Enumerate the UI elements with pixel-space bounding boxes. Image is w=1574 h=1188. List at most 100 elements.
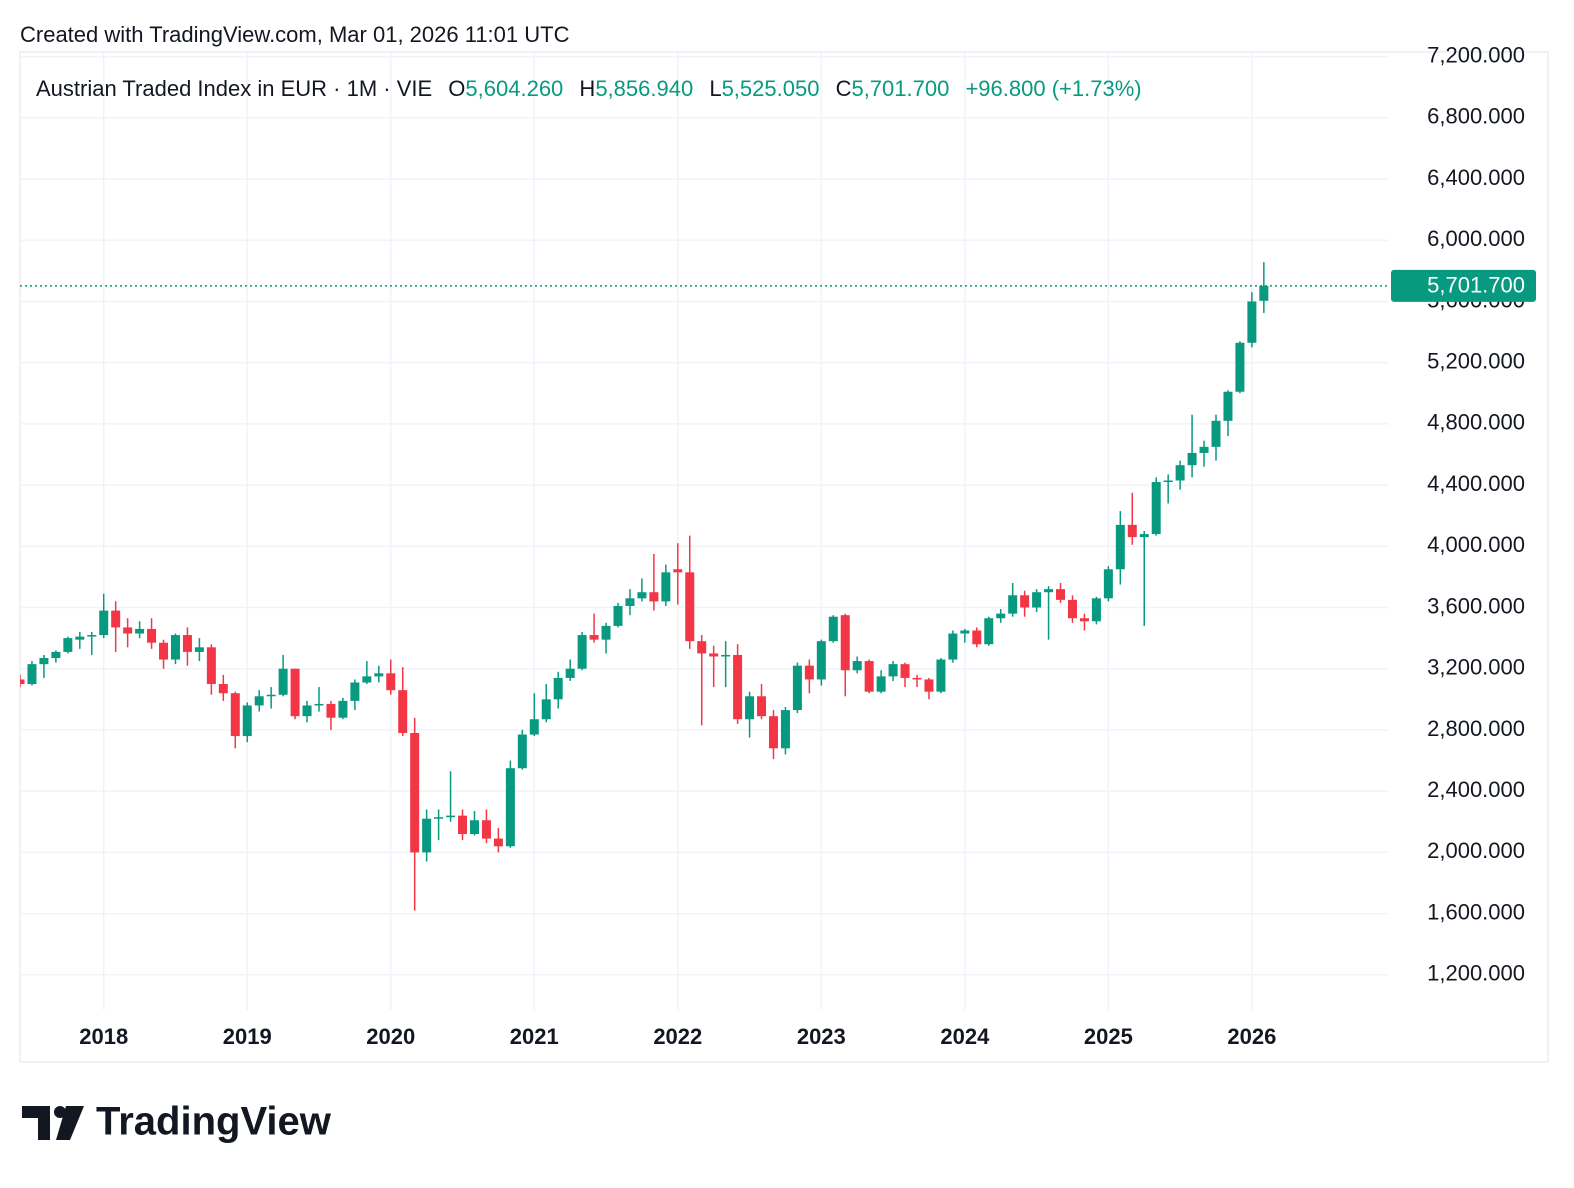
- ohlc-value: 5,701.700: [851, 76, 949, 101]
- x-tick-label: 2024: [940, 1024, 990, 1049]
- candle-body: [709, 653, 719, 657]
- candle-body: [577, 635, 587, 669]
- candle-body: [266, 694, 276, 697]
- candle-body: [1211, 420, 1221, 447]
- candle-body: [422, 818, 432, 853]
- candle-body: [99, 610, 109, 636]
- candle-body: [1008, 595, 1018, 614]
- candle-body: [768, 716, 778, 749]
- candle-body: [398, 690, 408, 734]
- candle-body: [147, 628, 157, 643]
- candle-body: [948, 633, 958, 660]
- y-tick-label: 7,200.000: [1427, 42, 1525, 67]
- candle-body: [314, 703, 324, 706]
- candle-body: [1127, 524, 1137, 538]
- candle-body: [553, 677, 563, 700]
- x-tick-label: 2020: [366, 1024, 415, 1049]
- ohlc-prefix: O: [448, 76, 465, 101]
- y-tick-label: 4,400.000: [1427, 471, 1525, 496]
- candle-body: [673, 569, 683, 573]
- candle-body: [745, 696, 755, 720]
- candle-body: [505, 768, 515, 847]
- candle-body: [338, 700, 348, 718]
- candle-body: [697, 641, 707, 654]
- candle-body: [900, 664, 910, 678]
- candle-body: [481, 820, 491, 839]
- candle-body: [1091, 598, 1101, 622]
- candle-body: [757, 696, 767, 717]
- candle-body: [625, 598, 635, 606]
- caption: Created with TradingView.com, Mar 01, 20…: [20, 22, 570, 47]
- candle-body: [1199, 446, 1209, 453]
- candle-body: [446, 815, 456, 818]
- candle-body: [828, 616, 838, 642]
- candle-body: [51, 651, 61, 659]
- ohlc-value: 5,856.940: [595, 76, 693, 101]
- y-tick-label: 1,600.000: [1427, 899, 1525, 924]
- candle-body: [242, 705, 252, 737]
- y-tick-label: 4,000.000: [1427, 532, 1525, 557]
- ohlc-prefix: L: [709, 76, 721, 101]
- x-tick-label: 2019: [223, 1024, 272, 1049]
- symbol: Austrian Traded Index in EUR · 1M · VIE: [36, 76, 432, 101]
- candle-body: [1056, 589, 1066, 600]
- change: +96.800: [965, 76, 1045, 101]
- candle-body: [864, 661, 874, 692]
- candle-body: [458, 815, 468, 835]
- y-tick-label: 1,200.000: [1427, 961, 1525, 986]
- logo-mark: [54, 1106, 66, 1118]
- price-tag: [1391, 269, 1536, 302]
- candle-body: [20, 679, 25, 685]
- candle-body: [362, 676, 372, 683]
- change-percent: (+1.73%): [1052, 76, 1142, 101]
- candle-body: [111, 610, 121, 628]
- candle-body: [852, 661, 862, 671]
- candle-body: [804, 665, 814, 680]
- grid: [20, 52, 1388, 1010]
- candle-body: [1103, 569, 1113, 599]
- candles: [20, 262, 1388, 911]
- candle-body: [1020, 595, 1030, 608]
- y-tick-label: 6,800.000: [1427, 104, 1525, 129]
- candle-body: [661, 572, 671, 602]
- x-tick-label: 2026: [1227, 1024, 1276, 1049]
- candle-body: [780, 710, 790, 749]
- candle-body: [1247, 301, 1257, 343]
- candle-body: [1175, 465, 1185, 481]
- candle-body: [792, 665, 802, 711]
- candle-body: [230, 693, 240, 737]
- candle-body: [613, 605, 623, 626]
- candle-body: [685, 572, 695, 642]
- candle-body: [960, 630, 970, 634]
- candle-body: [63, 638, 73, 652]
- candle-body: [326, 703, 336, 718]
- legend: Austrian Traded Index in EUR · 1M · VIE …: [36, 76, 1142, 101]
- candle-body: [1079, 618, 1089, 622]
- candle-body: [1163, 480, 1173, 483]
- candle-body: [135, 628, 145, 634]
- candle-body: [1115, 524, 1125, 570]
- candle-body: [517, 734, 527, 769]
- x-tick-label: 2021: [510, 1024, 559, 1049]
- candle-body: [1235, 342, 1245, 392]
- candle-body: [75, 636, 85, 640]
- candle-body: [936, 659, 946, 692]
- candle-body: [1032, 592, 1042, 608]
- candle-body: [972, 630, 982, 645]
- candle-body: [529, 719, 539, 735]
- y-tick-label: 3,200.000: [1427, 655, 1525, 680]
- candle-body: [888, 664, 898, 677]
- y-tick-label: 4,800.000: [1427, 410, 1525, 435]
- candle-body: [206, 647, 216, 685]
- y-tick-label: 2,000.000: [1427, 838, 1525, 863]
- ohlc-value: 5,604.260: [465, 76, 563, 101]
- candle-body: [290, 668, 300, 717]
- candle-body: [1044, 589, 1054, 593]
- ohlc-value: 5,525.050: [722, 76, 820, 101]
- candle-body: [159, 642, 169, 660]
- candle-body: [278, 668, 288, 695]
- candle-body: [996, 613, 1006, 619]
- candle-body: [1139, 534, 1149, 538]
